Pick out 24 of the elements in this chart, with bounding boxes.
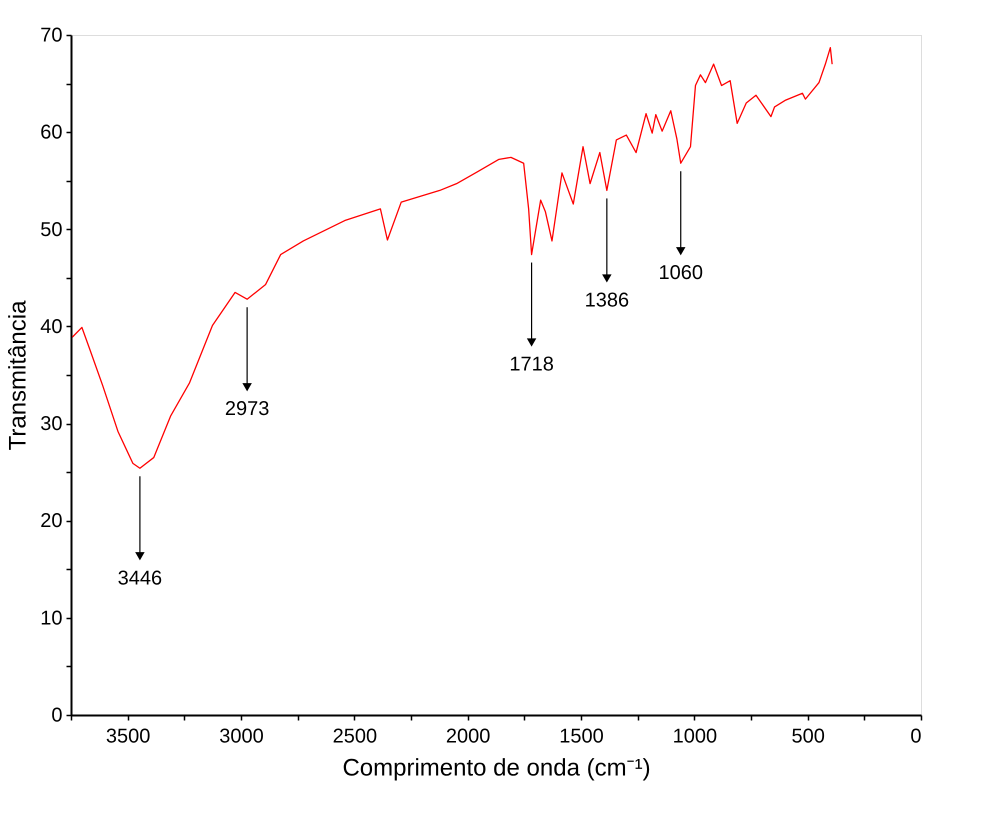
- annotation: 1060: [658, 262, 703, 284]
- y-tick-label: 70: [40, 24, 62, 46]
- x-tick-label: 2500: [332, 726, 378, 748]
- y-tick-label: 10: [40, 607, 62, 630]
- x-axis-title: Comprimento de onda (cm⁻¹): [342, 754, 651, 782]
- x-tick-label: 500: [791, 726, 825, 748]
- y-tick-label: 0: [51, 704, 62, 726]
- y-tick-label: 60: [40, 122, 62, 144]
- annotation: 1386: [584, 289, 630, 312]
- x-tick-label: 3000: [219, 726, 264, 748]
- y-tick-label: 50: [40, 218, 62, 241]
- y-tick-label: 30: [40, 413, 62, 436]
- line-series: [72, 46, 833, 469]
- x-tick-label: 1000: [672, 726, 718, 748]
- x-tick-label: 0: [910, 726, 922, 748]
- annotation: 2973: [224, 398, 270, 420]
- y-tick-label: 20: [40, 510, 62, 532]
- x-tick-label: 3500: [106, 726, 150, 748]
- y-axis-title: Transmitância: [4, 300, 32, 450]
- x-tick-label: 1500: [559, 726, 604, 748]
- y-tick-label: 40: [40, 316, 62, 338]
- annotation: 3446: [118, 567, 162, 590]
- x-tick-label: 2000: [446, 726, 490, 748]
- annotation: 1718: [509, 354, 554, 376]
